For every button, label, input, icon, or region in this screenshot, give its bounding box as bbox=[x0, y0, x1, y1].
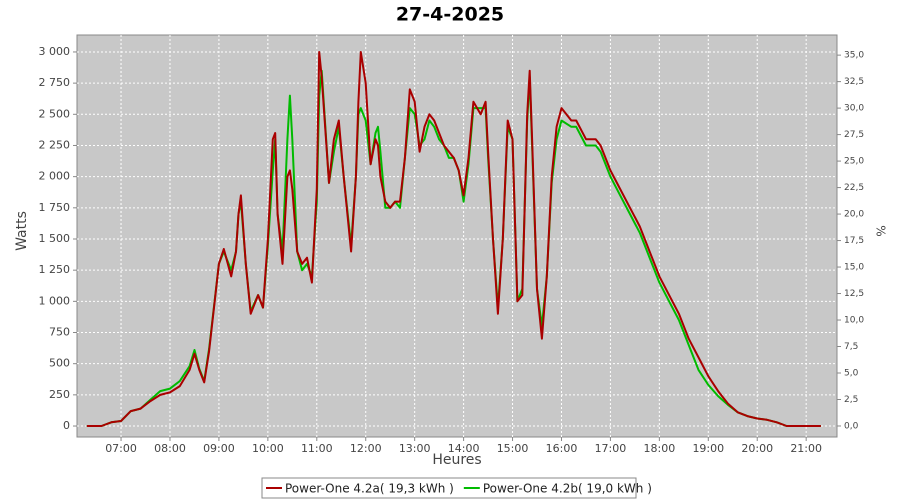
y-tick-label: 1 750 bbox=[39, 201, 71, 214]
x-tick-label: 13:00 bbox=[399, 442, 431, 455]
y-tick-label: 3 000 bbox=[39, 45, 71, 58]
x-tick-label: 11:00 bbox=[301, 442, 333, 455]
y-tick-label: 2 000 bbox=[39, 170, 71, 183]
y2-tick-label: 17,5 bbox=[844, 236, 864, 246]
y2-tick-label: 30,0 bbox=[844, 104, 864, 114]
y2-tick-label: 12,5 bbox=[844, 289, 864, 299]
x-tick-label: 07:00 bbox=[105, 442, 137, 455]
legend-label: Power-One 4.2b( 19,0 kWh ) bbox=[483, 482, 652, 496]
y-tick-label: 1 250 bbox=[39, 263, 71, 276]
y2-tick-label: 2,5 bbox=[844, 395, 858, 405]
y2-tick-label: 20,0 bbox=[844, 210, 864, 220]
y-tick-label: 2 750 bbox=[39, 76, 71, 89]
y-tick-label: 1 500 bbox=[39, 232, 71, 245]
x-tick-label: 21:00 bbox=[790, 442, 822, 455]
x-tick-label: 19:00 bbox=[692, 442, 724, 455]
y2-axis-title: % bbox=[874, 225, 888, 236]
y2-tick-label: 25,0 bbox=[844, 157, 864, 167]
legend-label: Power-One 4.2a( 19,3 kWh ) bbox=[285, 482, 454, 496]
y2-tick-label: 0,0 bbox=[844, 421, 859, 431]
x-tick-label: 12:00 bbox=[350, 442, 382, 455]
legend bbox=[261, 477, 637, 499]
x-tick-label: 09:00 bbox=[203, 442, 235, 455]
x-tick-label: 16:00 bbox=[546, 442, 578, 455]
y-tick-label: 2 500 bbox=[39, 107, 71, 120]
y-tick-label: 250 bbox=[49, 388, 70, 401]
x-tick-label: 17:00 bbox=[595, 442, 627, 455]
chart-title: 27-4-2025 bbox=[396, 4, 504, 26]
x-tick-label: 20:00 bbox=[741, 442, 773, 455]
series-line bbox=[86, 51, 821, 427]
y-tick-label: 500 bbox=[49, 357, 70, 370]
x-axis-title: Heures bbox=[432, 452, 481, 468]
y2-tick-label: 27,5 bbox=[844, 130, 864, 140]
y-tick-label: 2 250 bbox=[39, 138, 71, 151]
y-tick-label: 1 000 bbox=[39, 294, 71, 307]
x-tick-label: 15:00 bbox=[497, 442, 529, 455]
y2-tick-label: 7,5 bbox=[844, 342, 858, 352]
y2-tick-label: 22,5 bbox=[844, 183, 864, 193]
y-tick-label: 750 bbox=[49, 326, 70, 339]
y2-tick-label: 5,0 bbox=[844, 369, 859, 379]
y2-tick-label: 10,0 bbox=[844, 316, 864, 326]
y2-tick-label: 35,0 bbox=[844, 51, 864, 61]
plot-area bbox=[76, 34, 838, 438]
x-tick-label: 10:00 bbox=[252, 442, 284, 455]
y-tick-label: 0 bbox=[63, 419, 70, 432]
y2-tick-label: 15,0 bbox=[844, 263, 864, 273]
y-axis-title: Watts bbox=[14, 211, 30, 251]
x-tick-label: 18:00 bbox=[644, 442, 676, 455]
y2-tick-label: 32,5 bbox=[844, 77, 864, 87]
x-tick-label: 14:00 bbox=[448, 442, 480, 455]
x-tick-label: 08:00 bbox=[154, 442, 186, 455]
